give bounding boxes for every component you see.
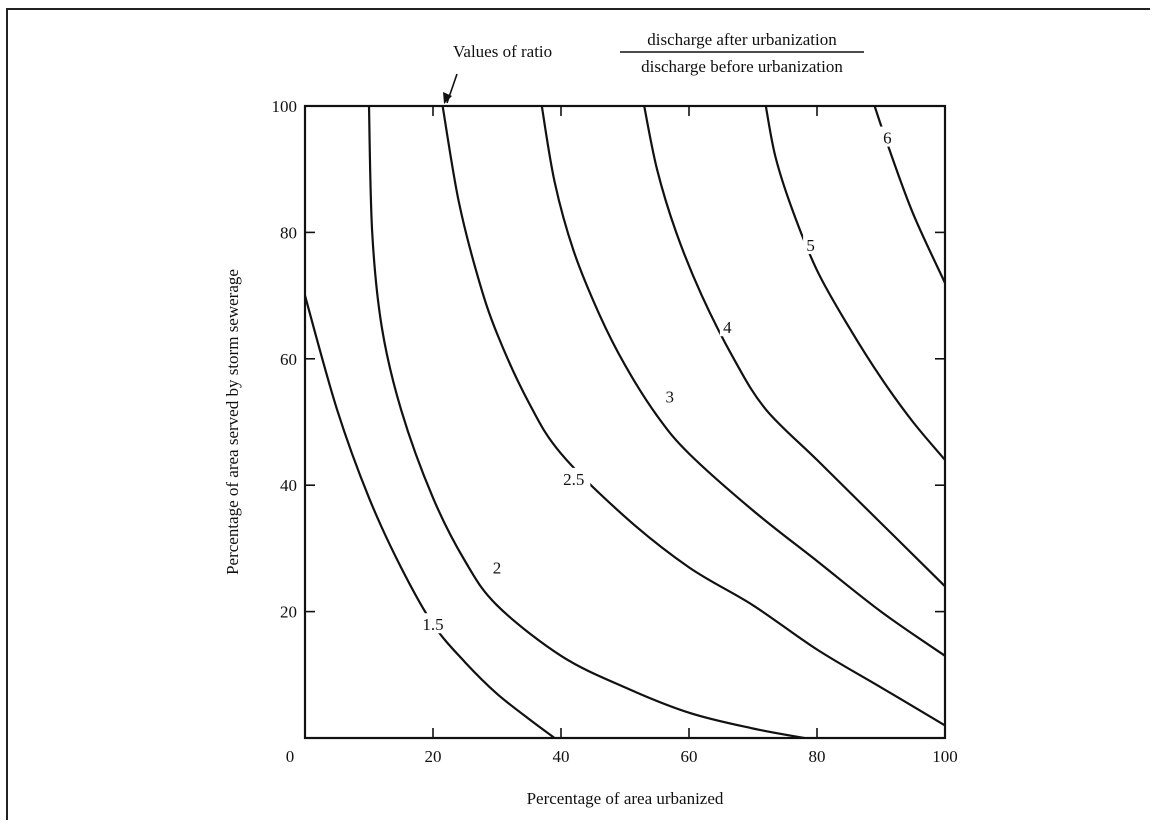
y-axis-title: Percentage of area served by storm sewer…: [223, 269, 242, 575]
contour-line-1.5: [303, 295, 556, 739]
title-denominator: discharge before urbanization: [641, 57, 843, 76]
contour-label-background: [416, 613, 450, 634]
contour-line-3: [643, 105, 946, 588]
axis-ticks: [305, 106, 945, 738]
contour-labels: 1.5 2 2.5 3 4 5 6: [416, 126, 895, 634]
x-tick-label: 100: [932, 747, 958, 766]
contour-label: 2.5: [563, 470, 584, 489]
title-prefix: Values of ratio: [453, 42, 552, 61]
contour-line-2.5: [540, 105, 946, 657]
contour-label-background: [879, 126, 895, 147]
title-numerator: discharge after urbanization: [647, 30, 837, 49]
y-tick-label: 100: [272, 97, 298, 116]
x-tick-label: 20: [425, 747, 442, 766]
contour-label: 4: [723, 318, 732, 337]
contour-label-background: [719, 316, 735, 337]
x-tick-label: 60: [681, 747, 698, 766]
figure-frame: [6, 8, 1150, 820]
contour-label-background: [557, 467, 591, 488]
contour-label: 5: [806, 236, 815, 255]
contour-lines: [303, 105, 947, 740]
y-tick-label: 40: [280, 476, 297, 495]
contour-line-unlabeled-1: [367, 105, 805, 740]
contour-label-background: [489, 556, 505, 577]
y-tick-label: 20: [280, 603, 297, 622]
contour-line-5: [873, 105, 947, 284]
plot-area: [303, 104, 947, 740]
contour-label: 3: [666, 388, 675, 407]
y-tick-label: 80: [280, 223, 297, 242]
title-arrow: [443, 73, 458, 104]
x-tick-label: 0: [286, 747, 295, 766]
contour-line-2: [441, 105, 946, 727]
tick-labels: 0 20 40 60 80 100 20 40 60 80 100: [272, 97, 958, 766]
contour-line-4: [764, 105, 946, 461]
x-tick-label: 40: [553, 747, 570, 766]
chart-title: Values of ratio discharge after urbaniza…: [453, 30, 864, 76]
contour-label-background: [803, 234, 819, 255]
contour-label: 6: [883, 129, 892, 148]
x-tick-label: 80: [809, 747, 826, 766]
y-tick-label: 60: [280, 350, 297, 369]
contour-label: 1.5: [422, 615, 443, 634]
contour-label-background: [662, 385, 678, 406]
contour-label: 2: [493, 558, 502, 577]
x-axis-title: Percentage of area urbanized: [527, 789, 724, 808]
